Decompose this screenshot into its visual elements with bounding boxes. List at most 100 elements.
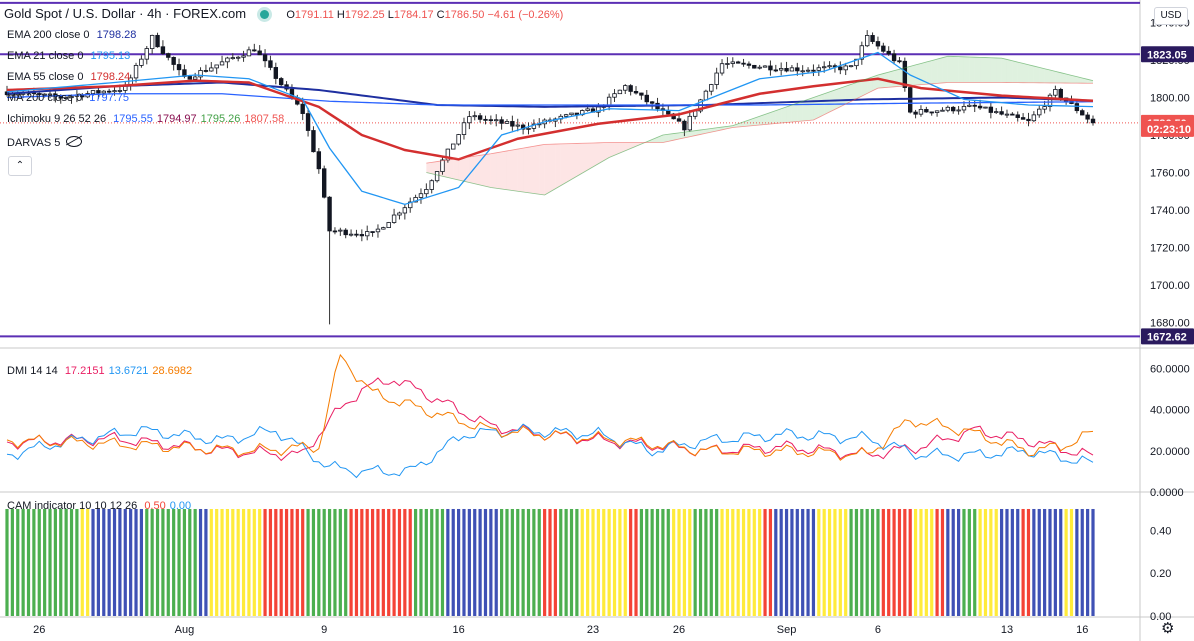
candle bbox=[359, 234, 365, 237]
candle bbox=[483, 118, 488, 121]
candle bbox=[268, 60, 273, 68]
cam-bar bbox=[752, 508, 756, 616]
ichimoku-cloud-segment bbox=[851, 82, 857, 102]
candle bbox=[929, 111, 934, 114]
cam-bar bbox=[978, 508, 982, 616]
darvas-legend[interactable]: DARVAS 5 bbox=[7, 136, 83, 149]
cam-bar bbox=[881, 508, 885, 616]
candle bbox=[961, 105, 967, 111]
cam-item[interactable]: CAM indicator 10 10 12 26 0.50 0.00 bbox=[7, 500, 191, 512]
cam-bar bbox=[838, 508, 842, 616]
cam-bar bbox=[139, 508, 144, 616]
cam-bar bbox=[784, 508, 789, 616]
time-tick-label: 26 bbox=[673, 624, 685, 636]
candle bbox=[816, 67, 822, 71]
candle bbox=[429, 180, 434, 190]
indicator-line bbox=[6, 51, 1094, 206]
candle bbox=[58, 96, 63, 99]
ichimoku-cloud-segment bbox=[791, 103, 798, 122]
candle bbox=[198, 70, 203, 78]
candle bbox=[510, 121, 515, 127]
cam-bar bbox=[301, 508, 305, 616]
cam-bar bbox=[1053, 508, 1057, 616]
cam-bar bbox=[569, 508, 574, 616]
cam-bar bbox=[381, 508, 385, 616]
candle bbox=[784, 68, 789, 72]
candle bbox=[725, 63, 730, 65]
ichimoku-legend-label: Ichimoku 9 26 52 26 bbox=[7, 113, 110, 125]
hidden-eye-icon[interactable] bbox=[66, 136, 83, 147]
currency-selector[interactable]: USD bbox=[1154, 7, 1188, 25]
cam-bar bbox=[629, 508, 633, 616]
cam-bar bbox=[919, 508, 923, 616]
cam-bar bbox=[53, 508, 57, 616]
ichimoku-cloud-segment bbox=[996, 57, 1002, 83]
ichimoku-cloud-segment bbox=[496, 151, 502, 189]
candle bbox=[90, 90, 96, 94]
interval-label[interactable]: 4h bbox=[147, 6, 162, 21]
cam-bar bbox=[483, 508, 488, 616]
candle bbox=[262, 54, 268, 62]
ichimoku-legend-value: 1807.58 bbox=[244, 113, 285, 125]
cam-bar bbox=[763, 508, 767, 616]
candle bbox=[477, 115, 483, 120]
ichimoku-cloud-segment bbox=[506, 150, 513, 191]
collapse-legend-button[interactable]: ⌃ bbox=[8, 156, 32, 176]
ichimoku-cloud-segment bbox=[947, 56, 954, 83]
gear-icon[interactable]: ⚙ bbox=[1161, 620, 1175, 637]
candle bbox=[1053, 89, 1058, 96]
cam-legend[interactable]: CAM indicator 10 10 12 26 0.50 0.00 bbox=[7, 500, 191, 512]
cam-bar bbox=[822, 508, 826, 616]
legend-item[interactable]: EMA 200 close 0 1798.28 bbox=[7, 29, 136, 41]
legend-item[interactable]: MA 200 close 0 1797.75 bbox=[7, 92, 129, 104]
dmi-item[interactable]: DMI 14 14 17.2151 13.6721 28.6982 bbox=[7, 365, 192, 377]
candle bbox=[994, 111, 999, 114]
ichimoku-cloud-segment bbox=[877, 73, 884, 89]
change-value: −4.61 (−0.26%) bbox=[487, 9, 564, 21]
ichimoku-legend[interactable]: Ichimoku 9 26 52 26 1795.55 1794.97 1795.2… bbox=[7, 113, 284, 125]
cam-bar bbox=[327, 508, 332, 616]
cam-item-value: 0.00 bbox=[169, 500, 192, 512]
ichimoku-cloud-segment bbox=[469, 156, 475, 184]
ichimoku-cloud-segment bbox=[754, 116, 760, 126]
cam-bar bbox=[134, 508, 138, 616]
cam-bar bbox=[693, 508, 697, 616]
high-value: 1792.25 bbox=[344, 9, 385, 21]
cam-bar bbox=[1005, 508, 1009, 616]
dmi-tick-label: 60.0000 bbox=[1150, 363, 1190, 375]
candle bbox=[499, 119, 504, 124]
cam-bar bbox=[951, 508, 955, 616]
cam-bar bbox=[32, 508, 36, 616]
time-tick-label: 6 bbox=[875, 624, 881, 636]
candle bbox=[370, 231, 375, 233]
legend-item[interactable]: EMA 55 close 0 1798.24 bbox=[7, 71, 130, 83]
legend-item-label: EMA 200 close 0 bbox=[7, 29, 93, 41]
ichimoku-cloud-segment bbox=[980, 57, 986, 83]
time-tick-label: 23 bbox=[587, 624, 599, 636]
dmi-legend[interactable]: DMI 14 14 17.2151 13.6721 28.6982 bbox=[7, 365, 192, 377]
legend-item[interactable]: EMA 21 close 0 1795.13 bbox=[7, 50, 130, 62]
cam-item-value: 0.50 bbox=[144, 500, 166, 512]
candle bbox=[956, 109, 961, 112]
ichimoku-cloud-segment bbox=[1076, 76, 1083, 84]
ichimoku-cloud-segment bbox=[931, 59, 938, 84]
cam-bar bbox=[543, 508, 547, 616]
candle bbox=[714, 72, 719, 85]
cam-bar bbox=[650, 508, 654, 616]
ichimoku-cloud-segment bbox=[797, 101, 803, 122]
candle bbox=[515, 124, 520, 127]
ichimoku-cloud-segment bbox=[700, 129, 706, 135]
candle bbox=[520, 124, 526, 130]
candle bbox=[795, 67, 800, 72]
time-tick-label: Aug bbox=[175, 624, 195, 636]
ichimoku-cloud-segment bbox=[544, 144, 550, 195]
candle bbox=[241, 55, 246, 58]
ichimoku-cloud-segment bbox=[453, 158, 459, 180]
ichimoku-cloud-segment bbox=[684, 131, 690, 138]
cam-bar bbox=[392, 508, 396, 616]
cam-bar bbox=[193, 508, 197, 616]
symbol-name[interactable]: Gold Spot / U.S. Dollar bbox=[4, 6, 136, 21]
candle bbox=[1026, 118, 1031, 122]
candle bbox=[945, 106, 951, 111]
